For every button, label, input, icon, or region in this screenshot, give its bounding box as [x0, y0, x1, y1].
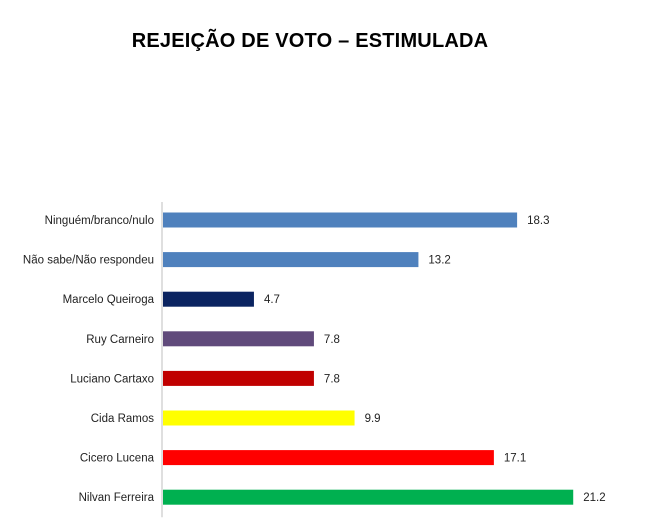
bar [163, 212, 518, 228]
value-label: 7.8 [324, 334, 340, 346]
value-label: 13.2 [428, 255, 450, 267]
value-label: 4.7 [264, 294, 280, 306]
category-label: Ruy Carneiro [86, 334, 154, 346]
chart-title: REJEIÇÃO DE VOTO – ESTIMULADA [131, 30, 489, 52]
bar [163, 370, 314, 386]
bar [163, 252, 419, 268]
category-label: Nilvan Ferreira [79, 492, 155, 504]
value-label: 7.8 [324, 373, 340, 385]
value-labels: 18.3 13.2 4.7 7.8 7.8 9.9 17.1 21.2 [264, 215, 606, 504]
bar [163, 331, 314, 347]
category-labels: Ninguém/branco/nulo Não sabe/Não responde… [23, 215, 155, 504]
category-label: Luciano Cartaxo [70, 373, 154, 385]
category-label: Marcelo Queiroga [63, 294, 155, 306]
category-label: Cicero Lucena [80, 453, 155, 465]
bar [163, 489, 574, 505]
bar [163, 291, 254, 307]
value-label: 17.1 [504, 453, 526, 465]
bar [163, 450, 494, 466]
value-label: 9.9 [365, 413, 381, 425]
value-label: 21.2 [583, 492, 605, 504]
category-label: Ninguém/branco/nulo [45, 215, 154, 227]
bars [163, 212, 574, 505]
value-label: 18.3 [527, 215, 549, 227]
category-label: Cida Ramos [91, 413, 155, 425]
bar [163, 410, 355, 426]
category-label: Não sabe/Não respondeu [23, 255, 154, 267]
